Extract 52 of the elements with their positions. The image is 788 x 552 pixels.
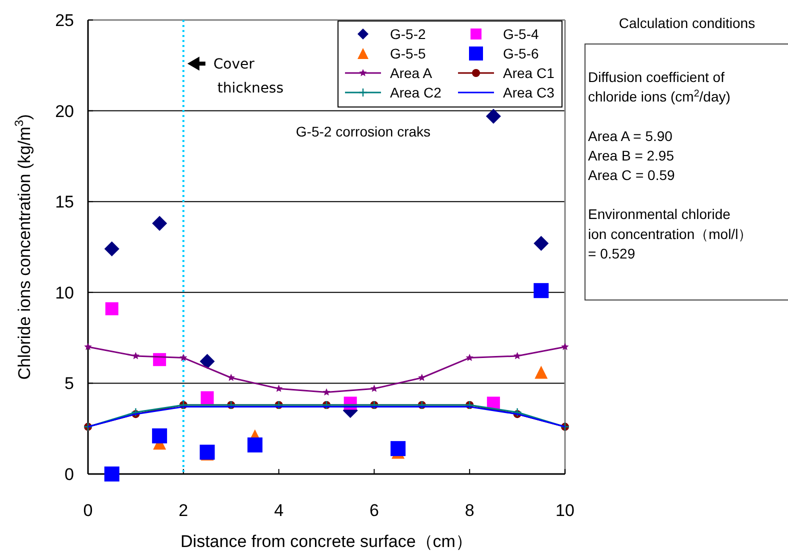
point [534, 366, 548, 379]
legend-label: Area C3 [503, 84, 555, 100]
point [152, 428, 168, 444]
legend-label: Area C2 [390, 84, 442, 100]
point [104, 466, 120, 482]
text: Diffusion coefficient of chloride ions (cm$^{2}$/day) Area A = 5.90 Area B = 2.95 Area C = 0.59 Environmental chloride ion concentration（mol/l） = 0.529 [588, 69, 752, 262]
point [466, 354, 474, 362]
legend-label: G-5-6 [503, 46, 539, 62]
point [104, 241, 120, 256]
legend-label: G-5-4 [503, 26, 539, 42]
point [486, 108, 501, 124]
point [514, 352, 522, 360]
point [200, 391, 214, 404]
point [322, 388, 330, 396]
legend-label: Area A [390, 65, 433, 81]
y-tick-label: 5 [64, 374, 74, 394]
point [180, 354, 188, 362]
point [390, 441, 406, 456]
text: Calculation conditions [618, 15, 756, 31]
legend-label: G-5-5 [390, 46, 426, 62]
x-tick-label: 4 [274, 501, 284, 520]
x-tick-label: 2 [178, 501, 188, 520]
x-tick-label: 8 [464, 501, 474, 520]
point [512, 408, 522, 417]
x-axis-title: Distance from concrete surface（cm） [180, 532, 472, 551]
point [200, 444, 215, 460]
y-tick-label: 20 [55, 102, 74, 121]
point [275, 384, 283, 392]
y-tick-label: 0 [64, 465, 74, 484]
x-tick-label: 10 [556, 501, 574, 520]
point [247, 437, 262, 452]
y-tick-label: 15 [55, 192, 74, 212]
point [561, 342, 569, 350]
point [418, 374, 426, 381]
point [200, 354, 215, 369]
point [84, 342, 92, 350]
y-tick-label: 10 [55, 283, 74, 302]
point [132, 352, 140, 360]
legend-label: Area C1 [503, 65, 555, 81]
point [152, 216, 168, 231]
point [131, 408, 140, 417]
y-tick-label: 25 [55, 11, 74, 30]
legend-label: G-5-2 [390, 26, 426, 42]
x-tick-label: 0 [83, 501, 93, 520]
ref-line-label: Cover thickness [213, 56, 284, 97]
point [370, 384, 378, 392]
point [105, 302, 118, 316]
point [534, 236, 549, 251]
point [227, 374, 235, 381]
point [534, 283, 549, 298]
x-tick-label: 6 [369, 501, 379, 520]
annotation: G-5-2 corrosion craks [296, 124, 431, 140]
